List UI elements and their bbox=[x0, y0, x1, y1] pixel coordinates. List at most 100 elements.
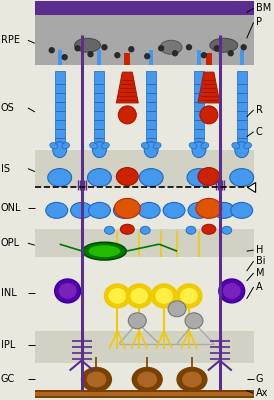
Bar bbox=[35, 362, 254, 390]
Ellipse shape bbox=[223, 283, 241, 299]
Bar bbox=[197, 50, 201, 65]
Ellipse shape bbox=[140, 226, 150, 234]
Ellipse shape bbox=[89, 245, 120, 257]
Ellipse shape bbox=[128, 313, 146, 329]
Ellipse shape bbox=[138, 202, 160, 218]
Text: P: P bbox=[256, 17, 262, 27]
Ellipse shape bbox=[213, 202, 235, 218]
Bar bbox=[206, 53, 212, 65]
Bar bbox=[35, 188, 254, 229]
Ellipse shape bbox=[50, 142, 58, 149]
Circle shape bbox=[186, 44, 192, 50]
Ellipse shape bbox=[62, 142, 70, 149]
Ellipse shape bbox=[114, 198, 140, 218]
Bar bbox=[98, 50, 101, 65]
Bar bbox=[194, 71, 204, 143]
Ellipse shape bbox=[82, 242, 126, 260]
Ellipse shape bbox=[89, 202, 110, 218]
Ellipse shape bbox=[231, 202, 253, 218]
Text: OPL: OPL bbox=[1, 238, 20, 248]
Ellipse shape bbox=[109, 288, 126, 304]
Ellipse shape bbox=[198, 168, 220, 186]
Ellipse shape bbox=[75, 38, 101, 52]
Ellipse shape bbox=[104, 226, 114, 234]
Bar bbox=[237, 71, 247, 143]
Ellipse shape bbox=[141, 142, 149, 149]
Ellipse shape bbox=[182, 372, 202, 388]
Ellipse shape bbox=[59, 283, 77, 299]
Text: A: A bbox=[256, 282, 262, 292]
Circle shape bbox=[101, 44, 108, 50]
Circle shape bbox=[61, 54, 68, 60]
Bar bbox=[35, 390, 254, 398]
Bar bbox=[35, 0, 254, 16]
Circle shape bbox=[128, 46, 135, 52]
Ellipse shape bbox=[176, 284, 202, 308]
Ellipse shape bbox=[230, 168, 254, 186]
Ellipse shape bbox=[187, 168, 211, 186]
Bar bbox=[35, 390, 254, 398]
Ellipse shape bbox=[144, 142, 158, 158]
Ellipse shape bbox=[120, 224, 134, 234]
Text: C: C bbox=[256, 127, 262, 137]
Ellipse shape bbox=[139, 168, 163, 186]
Ellipse shape bbox=[160, 40, 182, 54]
Ellipse shape bbox=[46, 202, 68, 218]
Ellipse shape bbox=[188, 202, 210, 218]
Circle shape bbox=[144, 53, 150, 59]
Ellipse shape bbox=[155, 288, 173, 304]
Bar bbox=[35, 229, 254, 257]
Ellipse shape bbox=[113, 202, 135, 218]
Text: RPE: RPE bbox=[1, 35, 20, 45]
Bar bbox=[95, 71, 104, 143]
Circle shape bbox=[241, 44, 247, 50]
Text: H: H bbox=[256, 245, 263, 255]
Text: IPL: IPL bbox=[1, 340, 15, 350]
Bar bbox=[35, 392, 254, 396]
Text: ONL: ONL bbox=[1, 203, 21, 213]
Ellipse shape bbox=[235, 142, 249, 158]
Ellipse shape bbox=[153, 142, 161, 149]
Bar bbox=[149, 50, 153, 65]
Circle shape bbox=[75, 45, 81, 52]
Circle shape bbox=[172, 50, 178, 56]
Ellipse shape bbox=[192, 142, 206, 158]
Ellipse shape bbox=[87, 372, 106, 388]
Ellipse shape bbox=[82, 368, 112, 391]
Ellipse shape bbox=[126, 284, 152, 308]
Ellipse shape bbox=[87, 168, 112, 186]
Ellipse shape bbox=[202, 224, 216, 234]
Ellipse shape bbox=[177, 368, 207, 391]
Text: R: R bbox=[256, 105, 262, 115]
Bar bbox=[35, 150, 254, 188]
Bar bbox=[35, 16, 254, 65]
Ellipse shape bbox=[55, 279, 81, 303]
Bar bbox=[35, 331, 254, 362]
Ellipse shape bbox=[185, 313, 203, 329]
Ellipse shape bbox=[90, 142, 97, 149]
Bar bbox=[58, 50, 62, 65]
Ellipse shape bbox=[219, 279, 245, 303]
Ellipse shape bbox=[200, 106, 218, 124]
Ellipse shape bbox=[48, 168, 72, 186]
Ellipse shape bbox=[210, 38, 238, 52]
Circle shape bbox=[201, 52, 207, 58]
Ellipse shape bbox=[130, 288, 148, 304]
Text: GC: GC bbox=[1, 374, 15, 384]
Bar bbox=[124, 53, 130, 65]
Circle shape bbox=[214, 45, 220, 52]
Ellipse shape bbox=[116, 168, 138, 186]
Ellipse shape bbox=[168, 301, 186, 317]
Bar bbox=[240, 50, 244, 65]
Text: Bi: Bi bbox=[256, 256, 265, 266]
Ellipse shape bbox=[118, 106, 136, 124]
Circle shape bbox=[87, 51, 94, 57]
Ellipse shape bbox=[163, 202, 185, 218]
Bar bbox=[55, 71, 65, 143]
Polygon shape bbox=[116, 72, 138, 103]
Ellipse shape bbox=[180, 288, 198, 304]
Circle shape bbox=[228, 50, 234, 56]
Polygon shape bbox=[198, 72, 220, 103]
Text: M: M bbox=[256, 268, 264, 278]
Bar bbox=[35, 0, 254, 16]
